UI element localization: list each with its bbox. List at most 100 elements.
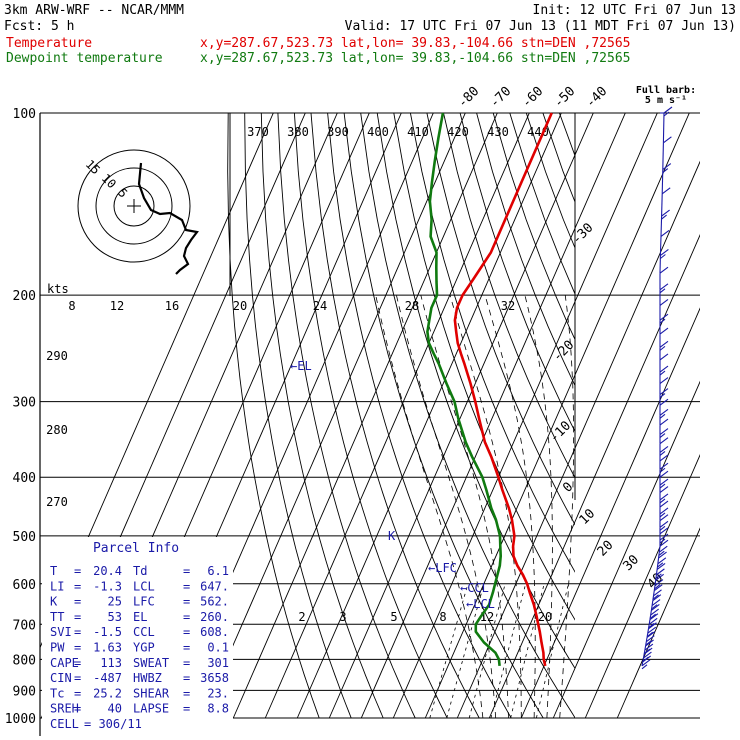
parcel-field-label: Tc bbox=[50, 686, 64, 700]
wind-barb-staff bbox=[660, 215, 663, 237]
isotherm-line bbox=[360, 113, 626, 719]
wind-barb bbox=[659, 446, 669, 453]
wind-barb-staff bbox=[654, 580, 657, 586]
parcel-field-eq: = bbox=[74, 686, 81, 700]
parcel-info-title: Parcel Info bbox=[93, 541, 179, 556]
parcel-field-eq: = bbox=[183, 671, 190, 685]
wind-barb bbox=[659, 353, 669, 361]
pressure-label: 800 bbox=[13, 653, 36, 668]
parcel-field-eq: = bbox=[74, 656, 81, 670]
dry-adiabat-line bbox=[310, 113, 480, 719]
wind-barb bbox=[659, 327, 669, 335]
parcel-field-label: K bbox=[50, 595, 58, 609]
wind-barb bbox=[659, 418, 669, 426]
isotherm-label: -20 bbox=[550, 338, 577, 365]
lfc-marker: ←LFC bbox=[428, 561, 457, 575]
parcel-field-value: 23. bbox=[207, 686, 229, 700]
hodograph-ring bbox=[95, 167, 173, 245]
parcel-field-value: 53 bbox=[108, 610, 122, 624]
wind-barb bbox=[651, 604, 658, 610]
wind-barb bbox=[650, 608, 659, 616]
wind-barb bbox=[656, 568, 665, 576]
wind-barb bbox=[656, 562, 666, 570]
parcel-field-value: 8.8 bbox=[207, 702, 229, 716]
wind-barb-staff bbox=[657, 557, 660, 564]
hodograph-ring-label: 15 bbox=[83, 157, 103, 177]
hodograph-ring bbox=[113, 185, 155, 227]
wind-barb bbox=[659, 527, 669, 535]
dry-adiabat-line bbox=[260, 113, 384, 719]
isotherm-line bbox=[584, 454, 700, 719]
wind-barb bbox=[659, 437, 669, 445]
wind-barb-staff bbox=[651, 600, 654, 606]
wind-barb bbox=[659, 345, 666, 351]
isotherm-line bbox=[200, 113, 466, 719]
sounding-curves bbox=[426, 112, 553, 667]
parcel-field-eq: = bbox=[183, 625, 190, 639]
wind-barb bbox=[653, 584, 663, 592]
isobars bbox=[39, 112, 700, 736]
dry-adiabat-line bbox=[293, 113, 448, 719]
hodograph-axis-label: 28 bbox=[405, 299, 419, 313]
wind-barb bbox=[648, 617, 658, 625]
parcel-field-value: 260. bbox=[200, 610, 229, 624]
wind-barb bbox=[659, 266, 669, 274]
wind-barb bbox=[661, 209, 670, 217]
wind-barb bbox=[659, 478, 669, 486]
forecast-hour: Fcst: 5 h bbox=[4, 19, 74, 34]
dry-adiabat-line bbox=[492, 113, 575, 341]
parcel-field-label: LI bbox=[50, 579, 64, 593]
dry-adiabat-line bbox=[609, 113, 740, 718]
hodograph-kts-label: kts bbox=[47, 282, 69, 296]
parcel-field-label: CIN bbox=[50, 671, 72, 685]
dry-adiabat-line bbox=[576, 113, 740, 718]
dewpoint-station-info: x,y=287.67,523.73 lat,lon= 39.83,-104.66… bbox=[200, 51, 630, 66]
parcel-field-label: Td bbox=[133, 564, 147, 578]
wind-barb bbox=[652, 594, 662, 602]
wind-barb bbox=[661, 214, 667, 220]
wind-barb bbox=[656, 573, 662, 579]
temperature-station-info: x,y=287.67,523.73 lat,lon= 39.83,-104.66… bbox=[200, 36, 630, 51]
wind-barb bbox=[646, 631, 656, 638]
isotherm-label: -40 bbox=[583, 84, 610, 111]
parcel-field-label: SVI bbox=[50, 625, 72, 639]
isotherm-label: -50 bbox=[551, 84, 578, 111]
wind-barb bbox=[642, 655, 652, 663]
parcel-field-eq: = bbox=[183, 595, 190, 609]
mixing-ratio-line bbox=[536, 583, 569, 719]
isotherm-line bbox=[328, 113, 594, 719]
wind-barb bbox=[659, 470, 669, 478]
parcel-cell-value: = 306/11 bbox=[84, 717, 142, 731]
parcel-field-eq: = bbox=[74, 579, 81, 593]
parcel-field-label: SREH bbox=[50, 702, 79, 716]
model-title: 3km ARW-WRF -- NCAR/MMM bbox=[4, 3, 184, 18]
dry-adiabat-line bbox=[542, 113, 575, 204]
hodograph-ring bbox=[77, 149, 191, 263]
wind-barb bbox=[654, 584, 661, 589]
dry-adiabat-line bbox=[393, 113, 575, 621]
hodograph-ring-label: 5 bbox=[115, 186, 130, 201]
parcel-field-value: 25 bbox=[108, 595, 122, 609]
wind-barb bbox=[659, 514, 669, 522]
isotherm-label: -80 bbox=[455, 84, 482, 111]
temperature-legend: Temperature bbox=[6, 36, 92, 51]
parcel-field-value: 608. bbox=[200, 625, 229, 639]
wind-barb bbox=[659, 398, 669, 406]
wind-barb bbox=[654, 579, 664, 586]
parcel-field-eq: = bbox=[183, 564, 190, 578]
parcel-field-label: SWEAT bbox=[133, 656, 169, 670]
wind-barb bbox=[649, 613, 659, 621]
parcel-field-eq: = bbox=[183, 686, 190, 700]
hodograph-axis-label: 16 bbox=[165, 299, 179, 313]
parcel-field-value: 301 bbox=[207, 656, 229, 670]
wind-barb bbox=[659, 298, 669, 306]
parcel-field-value: 40 bbox=[108, 702, 122, 716]
parcel-field-label: SHEAR bbox=[133, 686, 170, 700]
wind-barb bbox=[645, 635, 655, 643]
dry-adiabat-line bbox=[525, 113, 575, 250]
parcel-field-label: CCL bbox=[133, 625, 155, 639]
theta-label: 420 bbox=[447, 125, 469, 139]
theta-label: 270 bbox=[46, 495, 68, 509]
